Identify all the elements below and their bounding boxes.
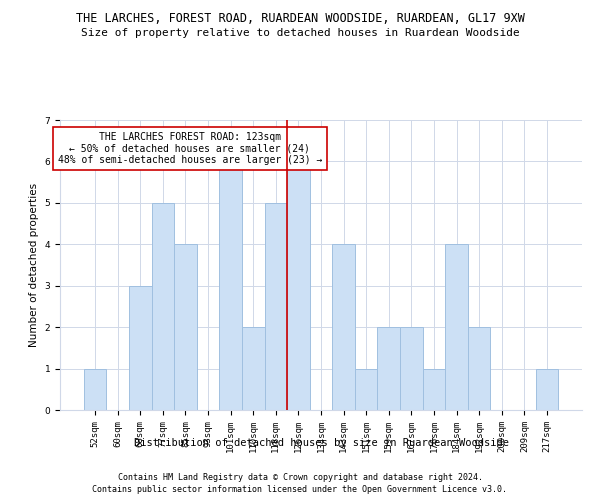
Bar — [152, 203, 174, 410]
Text: THE LARCHES FOREST ROAD: 123sqm
← 50% of detached houses are smaller (24)
48% of: THE LARCHES FOREST ROAD: 123sqm ← 50% of… — [58, 132, 322, 165]
Bar — [468, 327, 490, 410]
Bar — [242, 327, 265, 410]
Text: Size of property relative to detached houses in Ruardean Woodside: Size of property relative to detached ho… — [80, 28, 520, 38]
Bar — [536, 368, 558, 410]
Bar — [220, 162, 242, 410]
Bar — [400, 327, 422, 410]
Text: Contains public sector information licensed under the Open Government Licence v3: Contains public sector information licen… — [92, 485, 508, 494]
Text: Contains HM Land Registry data © Crown copyright and database right 2024.: Contains HM Land Registry data © Crown c… — [118, 472, 482, 482]
Y-axis label: Number of detached properties: Number of detached properties — [29, 183, 39, 347]
Bar — [445, 244, 468, 410]
Bar — [129, 286, 152, 410]
Bar — [422, 368, 445, 410]
Text: THE LARCHES, FOREST ROAD, RUARDEAN WOODSIDE, RUARDEAN, GL17 9XW: THE LARCHES, FOREST ROAD, RUARDEAN WOODS… — [76, 12, 524, 26]
Bar — [84, 368, 106, 410]
Bar — [355, 368, 377, 410]
Bar — [265, 203, 287, 410]
Bar — [287, 162, 310, 410]
Bar — [377, 327, 400, 410]
Bar — [332, 244, 355, 410]
Bar — [174, 244, 197, 410]
Text: Distribution of detached houses by size in Ruardean Woodside: Distribution of detached houses by size … — [133, 438, 509, 448]
